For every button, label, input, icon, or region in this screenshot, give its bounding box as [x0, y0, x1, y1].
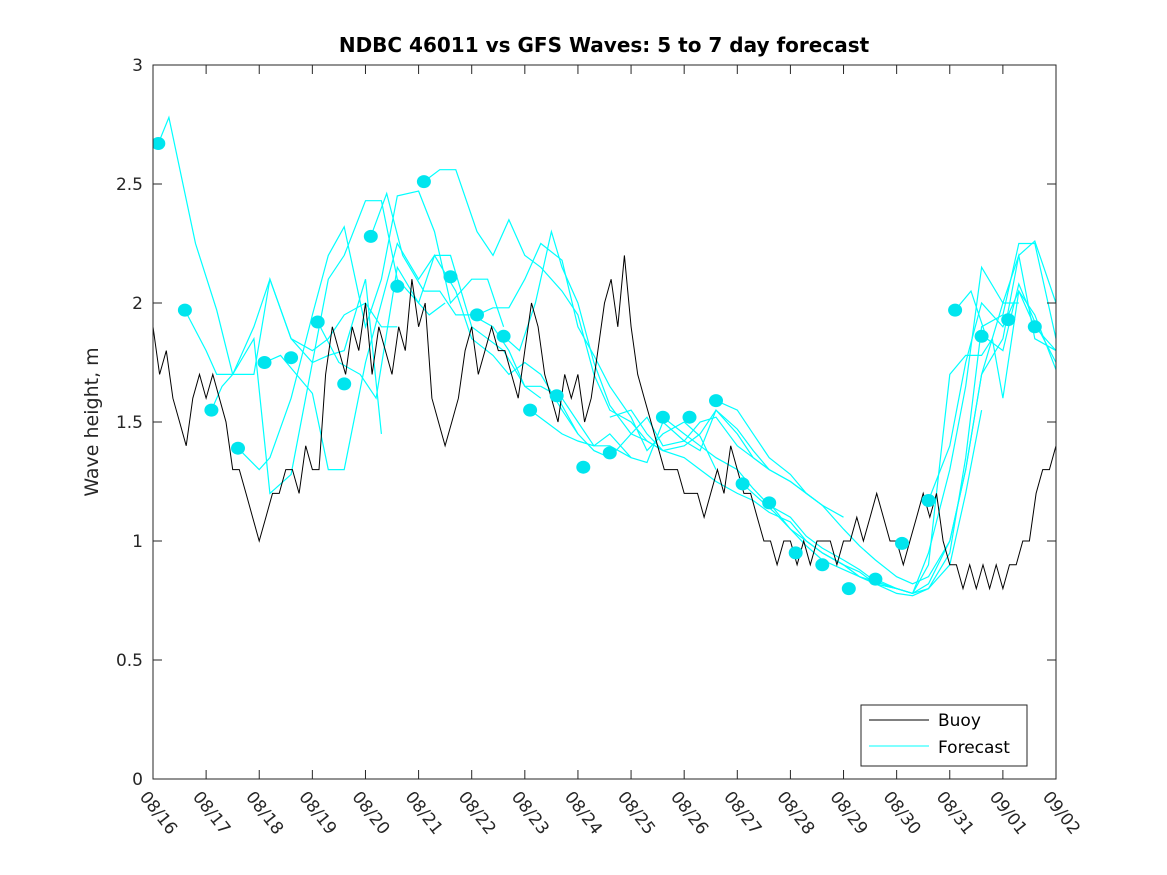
forecast-marker: [974, 329, 989, 343]
forecast-marker: [470, 308, 484, 322]
forecast-run-line-16: [768, 242, 1056, 597]
forecast-marker: [655, 410, 670, 424]
legend: Buoy Forecast: [860, 704, 1028, 767]
forecast-marker: [735, 477, 750, 491]
forecast-marker: [337, 377, 352, 391]
forecast-marker: [257, 356, 272, 369]
forecast-marker: [815, 558, 830, 572]
legend-box: [860, 704, 1028, 767]
forecast-marker: [1027, 320, 1042, 334]
y-tick-label: 2.5: [116, 175, 143, 195]
forecast-marker: [602, 446, 617, 460]
forecast-run-line-12: [609, 409, 913, 594]
forecast-marker: [496, 329, 511, 343]
buoy-line: [153, 255, 1056, 591]
forecast-marker: [841, 582, 856, 596]
chart-title: NDBC 46011 vs GFS Waves: 5 to 7 day fore…: [339, 33, 870, 57]
forecast-marker: [921, 494, 936, 507]
forecast-marker: [204, 403, 219, 417]
forecast-marker: [709, 394, 723, 408]
forecast-marker: [549, 389, 564, 403]
forecast-run-line-8: [476, 242, 717, 470]
series-layer: [153, 115, 1056, 597]
forecast-run-line-7: [423, 169, 664, 452]
y-axis-label: Wave height, m: [81, 347, 103, 496]
y-tick-label: 2: [132, 294, 143, 314]
forecast-run-line-17: [822, 289, 1056, 595]
forecast-run-line-5: [317, 253, 579, 435]
forecast-marker: [231, 441, 245, 455]
forecast-marker: [682, 410, 697, 424]
forecast-marker: [284, 351, 299, 365]
legend-buoy-label: Buoy: [938, 711, 981, 731]
forecast-marker: [1001, 313, 1016, 327]
plot-area: [153, 65, 1056, 779]
forecast-marker: [948, 303, 963, 317]
forecast-marker: [153, 137, 166, 150]
forecast-marker: [762, 496, 777, 510]
forecast-marker: [390, 279, 405, 293]
y-tick-label: 0: [132, 770, 143, 790]
forecast-run-line-1: [184, 277, 382, 434]
forecast-marker: [416, 175, 431, 189]
y-tick-label: 1.5: [116, 413, 143, 433]
forecast-marker: [523, 403, 538, 417]
forecast-marker: [576, 460, 591, 474]
forecast-marker: [177, 303, 192, 317]
forecast-marker: [363, 229, 378, 243]
forecast-marker: [895, 536, 909, 550]
legend-forecast-label: Forecast: [938, 738, 1010, 758]
y-tick-label: 0.5: [116, 651, 143, 671]
y-tick-label: 1: [132, 532, 143, 552]
forecast-run-line-4: [264, 241, 542, 471]
forecast-run-line-2: [210, 200, 446, 495]
forecast-marker: [868, 572, 883, 586]
y-tick-label: 3: [132, 56, 143, 76]
forecast-marker: [788, 546, 803, 560]
forecast-marker: [443, 270, 458, 284]
forecast-run-line-18: [875, 253, 1056, 595]
forecast-marker: [310, 315, 325, 329]
